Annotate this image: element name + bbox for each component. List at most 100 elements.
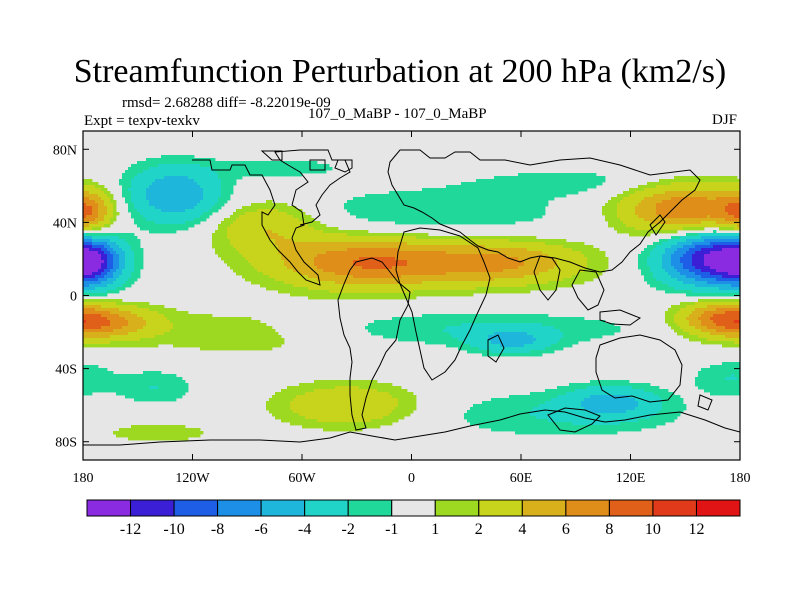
field-cell — [431, 194, 435, 198]
field-cell — [653, 221, 657, 225]
contour-field — [83, 131, 740, 460]
field-cell — [590, 173, 594, 177]
field-cell — [419, 263, 423, 267]
field-cell — [425, 218, 429, 222]
field-cell — [431, 197, 435, 201]
field-cell — [380, 218, 384, 222]
field-cell — [449, 239, 453, 243]
field-cell — [221, 251, 225, 255]
field-cell — [512, 245, 516, 249]
field-cell — [365, 215, 369, 219]
field-cell — [467, 203, 471, 207]
field-cell — [671, 182, 675, 186]
field-cell — [98, 191, 102, 195]
field-cell — [107, 224, 111, 228]
field-cell — [473, 197, 477, 201]
field-cell — [290, 218, 294, 222]
field-cell — [218, 224, 222, 228]
field-cell — [689, 185, 693, 189]
field-cell — [437, 215, 441, 219]
field-cell — [311, 167, 315, 171]
field-cell — [122, 194, 126, 198]
field-cell — [560, 242, 564, 246]
field-cell — [206, 173, 210, 177]
field-cell — [689, 254, 693, 258]
field-cell — [92, 182, 96, 186]
field-cell — [728, 248, 732, 252]
field-cell — [173, 182, 177, 186]
field-cell — [545, 263, 549, 267]
field-cell — [716, 263, 720, 267]
field-cell — [263, 230, 267, 234]
field-cell — [512, 179, 516, 183]
field-cell — [398, 206, 402, 210]
field-cell — [575, 173, 579, 177]
field-cell — [704, 179, 708, 183]
field-cell — [653, 242, 657, 246]
field-cell — [203, 170, 207, 174]
field-cell — [197, 188, 201, 192]
field-cell — [659, 206, 663, 210]
field-cell — [206, 215, 210, 219]
field-cell — [356, 200, 360, 204]
field-cell — [524, 218, 528, 222]
field-cell — [257, 212, 261, 216]
field-cell — [158, 218, 162, 222]
field-cell — [257, 221, 261, 225]
field-cell — [170, 170, 174, 174]
field-cell — [704, 191, 708, 195]
field-cell — [653, 185, 657, 189]
field-cell — [128, 206, 132, 210]
field-cell — [677, 182, 681, 186]
field-cell — [458, 191, 462, 195]
field-cell — [677, 212, 681, 216]
field-cell — [224, 248, 228, 252]
field-cell — [302, 215, 306, 219]
field-cell — [677, 248, 681, 252]
field-cell — [725, 248, 729, 252]
field-cell — [236, 161, 240, 165]
field-cell — [179, 167, 183, 171]
field-cell — [83, 266, 87, 270]
field-cell — [737, 209, 740, 213]
field-cell — [251, 212, 255, 216]
field-cell — [383, 233, 387, 237]
field-cell — [437, 212, 441, 216]
field-cell — [311, 263, 315, 267]
field-cell — [233, 245, 237, 249]
field-cell — [698, 215, 702, 219]
field-cell — [659, 224, 663, 228]
field-cell — [695, 251, 699, 255]
field-cell — [128, 200, 132, 204]
field-cell — [650, 200, 654, 204]
field-cell — [587, 182, 591, 186]
field-cell — [731, 224, 735, 228]
field-cell — [518, 179, 522, 183]
field-cell — [425, 239, 429, 243]
field-cell — [320, 251, 324, 255]
field-cell — [188, 167, 192, 171]
field-cell — [662, 230, 666, 234]
field-cell — [311, 161, 315, 165]
field-cell — [182, 170, 186, 174]
field-cell — [542, 182, 546, 186]
field-cell — [473, 212, 477, 216]
field-cell — [233, 254, 237, 258]
field-cell — [449, 263, 453, 267]
field-cell — [290, 212, 294, 216]
field-cell — [401, 212, 405, 216]
field-cell — [302, 233, 306, 237]
field-cell — [350, 254, 354, 258]
field-cell — [614, 197, 618, 201]
field-cell — [359, 236, 363, 240]
field-cell — [656, 227, 660, 231]
field-cell — [437, 197, 441, 201]
field-cell — [641, 209, 645, 213]
field-cell — [155, 176, 159, 180]
field-cell — [494, 209, 498, 213]
field-cell — [494, 179, 498, 183]
field-cell — [488, 260, 492, 264]
field-cell — [143, 203, 147, 207]
field-cell — [158, 194, 162, 198]
field-cell — [632, 233, 636, 237]
